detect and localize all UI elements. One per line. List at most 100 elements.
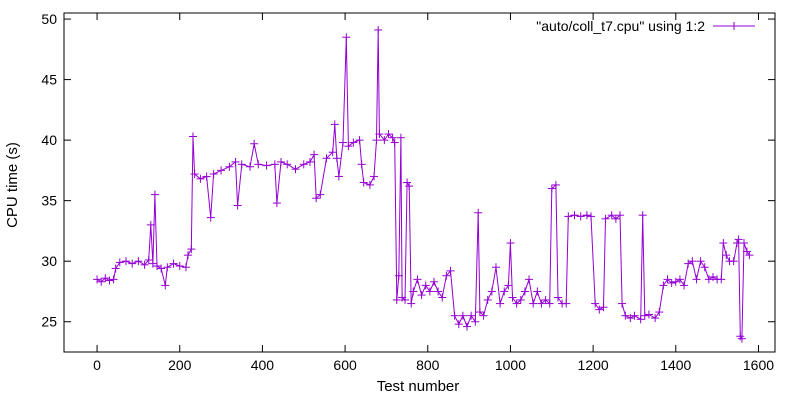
legend: "auto/coll_t7.cpu" using 1:2 <box>536 18 755 34</box>
data-point <box>491 263 500 272</box>
data-point <box>425 287 434 296</box>
data-point <box>374 25 383 34</box>
data-point <box>97 277 106 286</box>
data-point <box>564 212 573 221</box>
data-point <box>144 255 153 264</box>
data-point <box>655 308 664 317</box>
data-point <box>537 299 546 308</box>
data-point <box>332 154 341 163</box>
data-point <box>525 275 534 284</box>
data-point <box>246 162 255 171</box>
data-point <box>516 295 525 304</box>
data-point <box>190 170 199 179</box>
data-point <box>375 130 384 139</box>
data-point <box>370 172 379 181</box>
data-point <box>291 165 300 174</box>
data-point <box>409 287 418 296</box>
data-point <box>576 212 585 221</box>
data-point <box>187 245 196 254</box>
data-point <box>553 293 562 302</box>
x-tick-label: 400 <box>251 357 275 373</box>
data-point <box>541 295 550 304</box>
y-tick-label: 50 <box>41 11 57 27</box>
plot-frame <box>63 12 776 353</box>
data-point <box>562 299 571 308</box>
data-point <box>732 239 741 248</box>
data-point <box>446 266 455 275</box>
data-point <box>184 251 193 260</box>
data-point <box>407 299 416 308</box>
data-point <box>719 239 728 248</box>
data-point <box>254 160 263 169</box>
data-point <box>696 257 705 266</box>
data-point <box>547 184 556 193</box>
data-point <box>500 287 509 296</box>
data-point <box>582 211 591 220</box>
data-point <box>316 190 325 199</box>
data-point <box>475 308 484 317</box>
data-point <box>270 160 279 169</box>
data-point <box>663 275 672 284</box>
data-point <box>405 182 414 191</box>
plot-border <box>63 12 776 353</box>
data-point <box>684 259 693 268</box>
data-point <box>630 311 639 320</box>
data-point <box>599 303 608 312</box>
data-point <box>334 172 343 181</box>
x-tick-label: 1200 <box>578 357 609 373</box>
data-point <box>487 287 496 296</box>
data-point <box>225 162 234 171</box>
legend-series-marker <box>730 22 738 30</box>
data-point <box>344 142 353 151</box>
data-point <box>390 138 399 147</box>
data-point <box>202 172 211 181</box>
data-point <box>601 214 610 223</box>
data-point <box>157 264 166 273</box>
data-point <box>146 220 155 229</box>
data-point <box>688 257 697 266</box>
y-axis-title: CPU time (s) <box>4 142 21 228</box>
data-point <box>217 166 226 175</box>
data-point <box>454 320 463 329</box>
data-point <box>450 311 459 320</box>
data-point <box>644 310 653 319</box>
y-tick-label: 45 <box>41 72 57 88</box>
data-point <box>680 281 689 290</box>
data-point <box>349 138 358 147</box>
data-point <box>392 295 401 304</box>
x-tick-label: 0 <box>93 357 101 373</box>
data-point <box>305 157 314 166</box>
data-point <box>188 132 197 141</box>
data-point <box>231 157 240 166</box>
data-point <box>636 315 645 324</box>
data-point <box>403 178 412 187</box>
data-point <box>148 259 157 268</box>
data-point <box>250 139 259 148</box>
x-tick-label: 1600 <box>743 357 774 373</box>
data-point <box>667 278 676 287</box>
data-point <box>591 299 600 308</box>
data-point <box>396 133 405 142</box>
data-point <box>196 174 205 183</box>
data-point <box>339 138 348 147</box>
data-point <box>413 275 422 284</box>
data-point <box>262 161 271 170</box>
data-point <box>128 259 137 268</box>
data-point <box>533 287 542 296</box>
data-point <box>394 271 403 280</box>
data-point <box>434 287 443 296</box>
data-point <box>722 251 731 260</box>
data-point <box>463 322 472 331</box>
y-tick-label: 30 <box>41 253 57 269</box>
data-point <box>587 212 596 221</box>
data-point <box>640 311 649 320</box>
data-point <box>322 154 331 163</box>
data-point <box>105 276 114 285</box>
data-point <box>209 170 218 179</box>
data-point <box>277 157 286 166</box>
data-point <box>380 136 389 145</box>
data-point <box>372 136 381 145</box>
data-point <box>134 257 143 266</box>
data-point <box>283 160 292 169</box>
